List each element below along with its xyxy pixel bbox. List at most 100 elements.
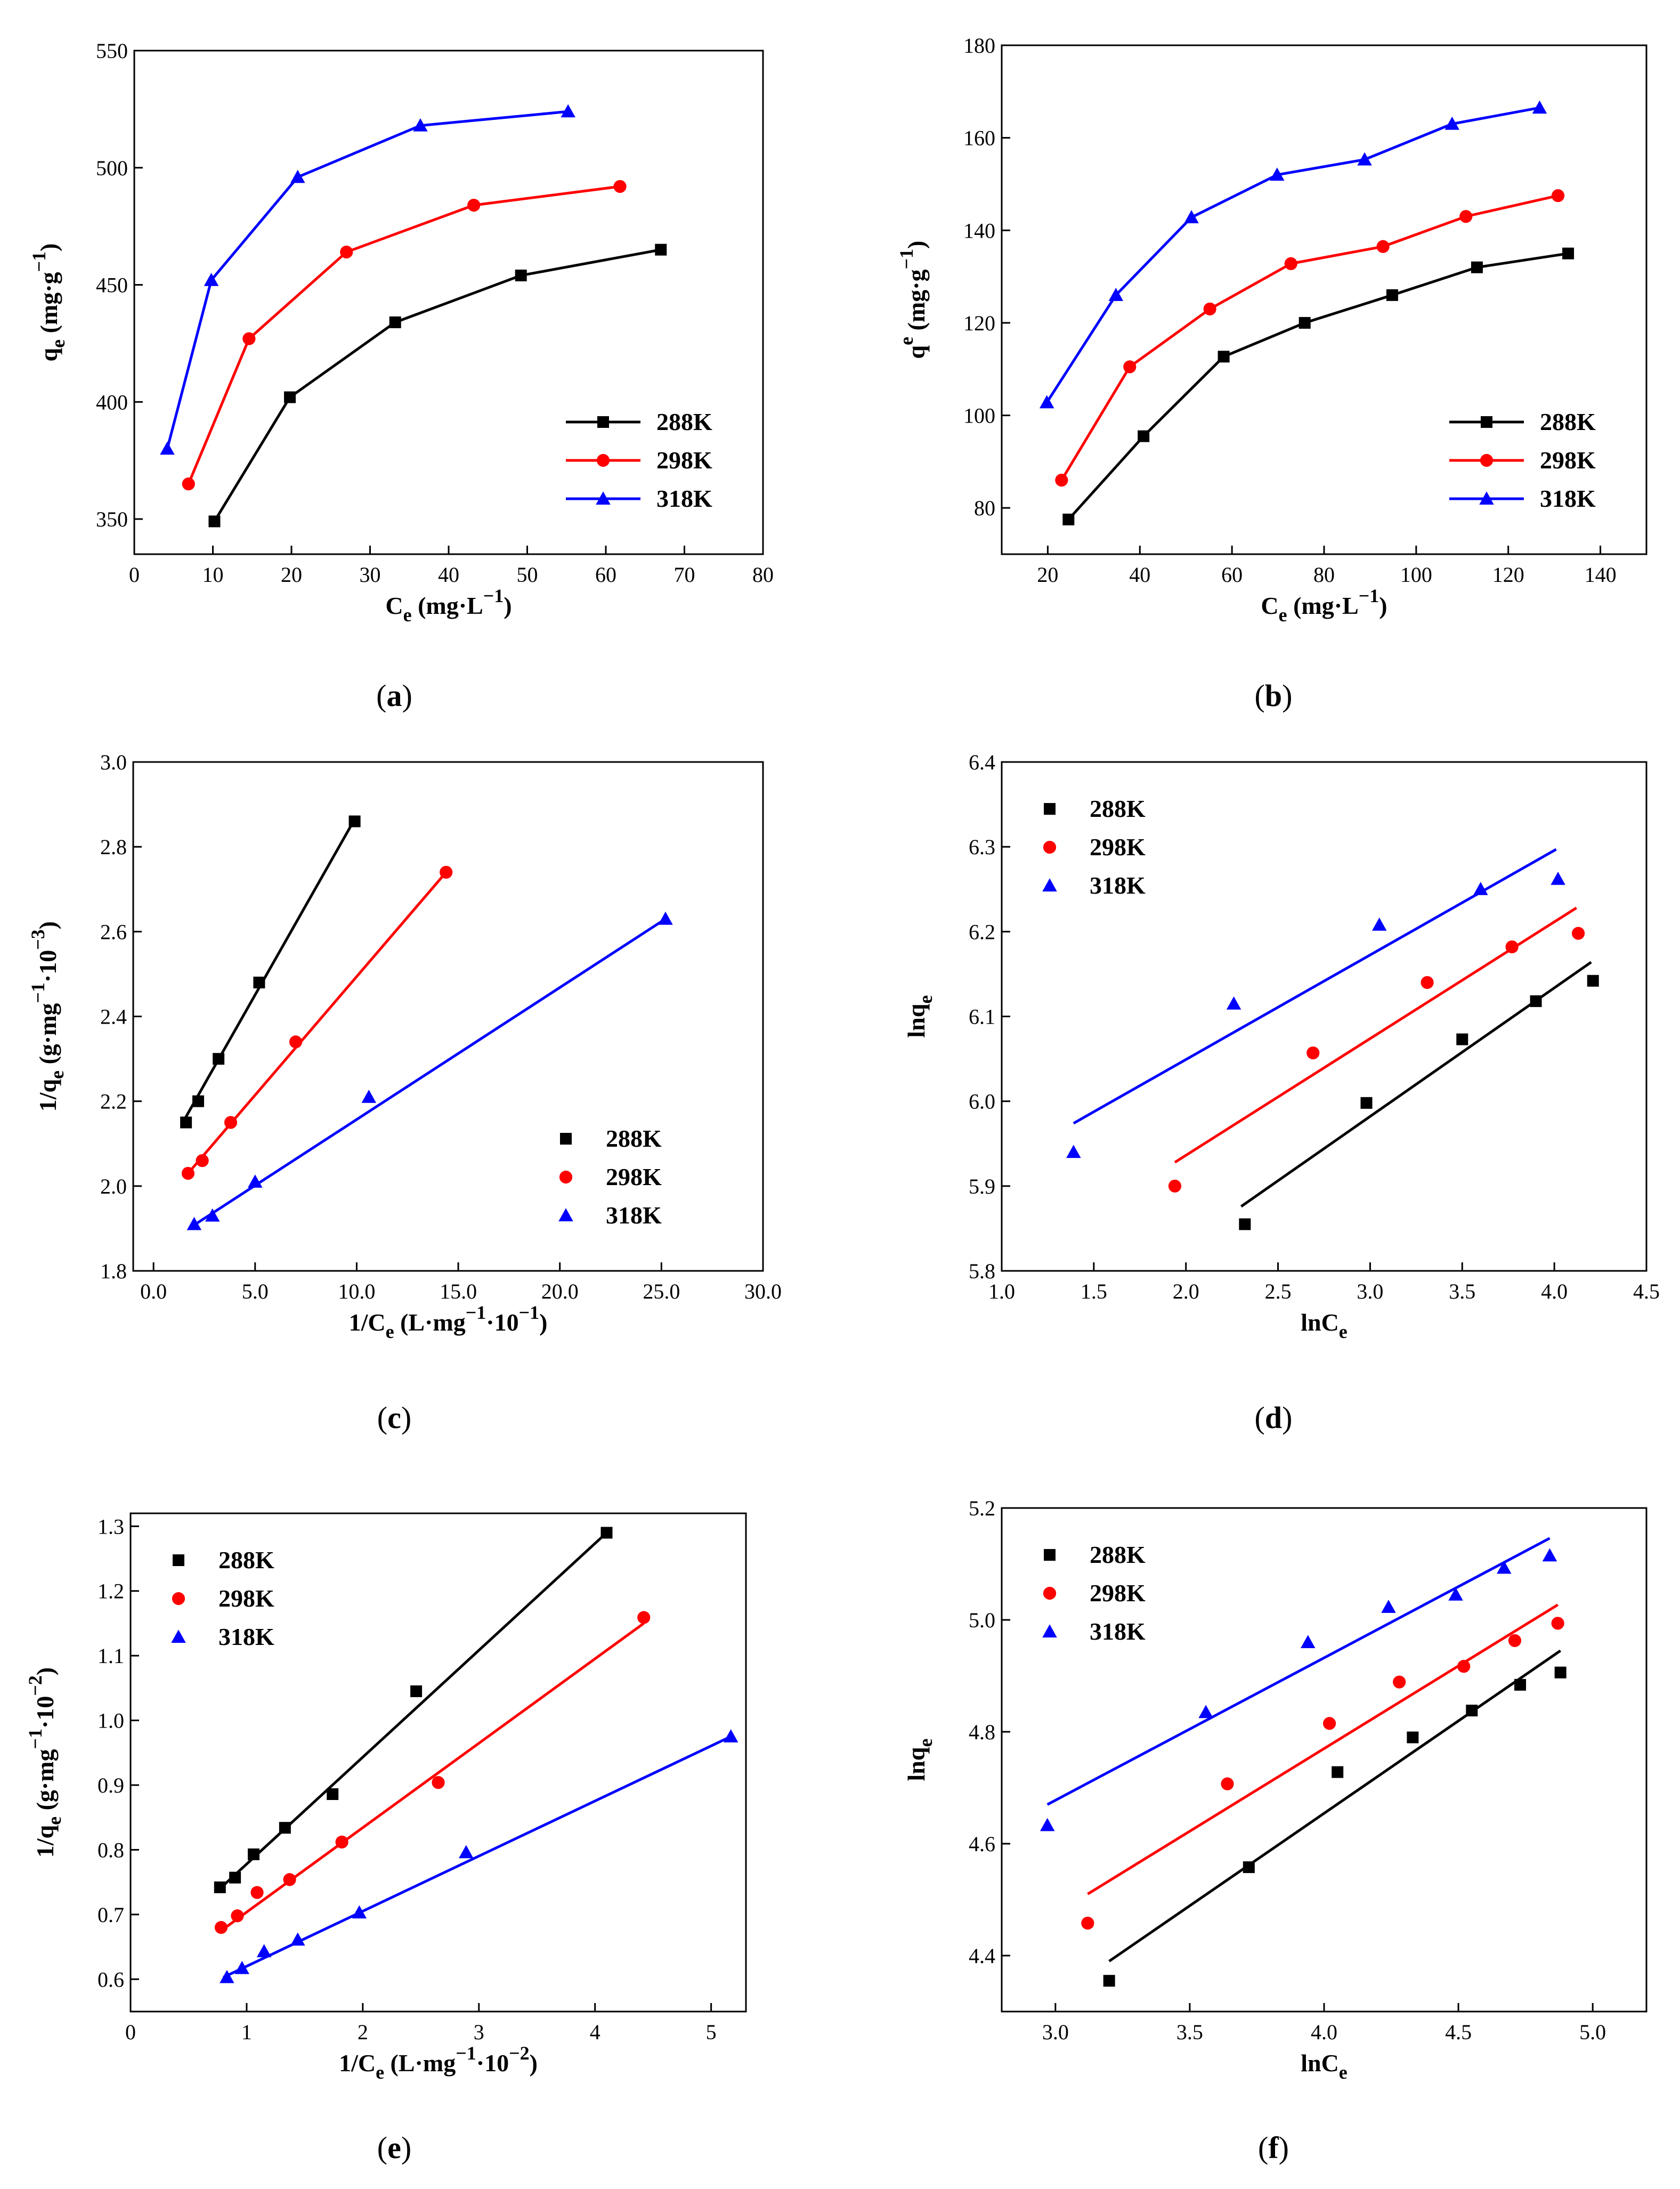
- x-tick-label: 0: [129, 563, 140, 587]
- x-axis-label: lnCe: [1301, 2049, 1348, 2083]
- legend-label: 298K: [218, 1585, 274, 1612]
- plot-frame: [129, 1512, 747, 2013]
- data-point-318K: [220, 1969, 234, 1983]
- x-tick-label: 0.0: [140, 1279, 167, 1303]
- x-axis-label: 1/Ce (L·mg−1·10−2): [339, 2042, 538, 2083]
- data-point-298K: [289, 1035, 303, 1049]
- caption-paren: ): [402, 678, 412, 713]
- y-tick-label: 0.9: [98, 1773, 124, 1797]
- data-point-318K: [205, 1208, 220, 1222]
- x-axis-label-part: ·10: [476, 2049, 509, 2077]
- data-point-298K: [1221, 1777, 1234, 1790]
- data-point-288K: [214, 1881, 226, 1893]
- y-tick-label: 2.6: [100, 920, 127, 944]
- data-point-298K: [1123, 360, 1137, 374]
- y-axis-label: qe (mg·g−1): [28, 244, 69, 362]
- x-tick-label: 70: [674, 563, 695, 587]
- x-tick-label: 25.0: [643, 1279, 680, 1303]
- y-tick-label: 1.1: [98, 1644, 124, 1668]
- data-point-298K: [242, 332, 256, 345]
- x-axis-label-part: C: [385, 592, 403, 619]
- legend-label: 298K: [1090, 1579, 1146, 1607]
- y-tick-label: 5.2: [969, 1496, 995, 1520]
- data-point-288K: [348, 815, 361, 828]
- data-point-288K: [1332, 1766, 1344, 1778]
- legend-marker: [173, 1554, 184, 1566]
- y-tick-label: 2.4: [100, 1005, 127, 1029]
- y-tick-label: 100: [963, 404, 995, 428]
- data-point-288K: [1298, 317, 1311, 329]
- x-axis-label-part: −2: [509, 2042, 530, 2064]
- y-axis-label-part: e: [46, 1071, 68, 1079]
- y-tick-label: 3.0: [100, 750, 127, 774]
- panel-caption: (e): [377, 2130, 411, 2165]
- y-tick-label: 1.0: [98, 1709, 124, 1733]
- x-tick-label: 100: [1400, 563, 1432, 587]
- y-tick-label: 6.2: [969, 920, 995, 944]
- x-axis-label-part: ): [504, 592, 512, 619]
- data-point-288K: [1514, 1679, 1527, 1691]
- legend-label: 298K: [1090, 833, 1146, 861]
- fit-line-318K: [1046, 1537, 1551, 1806]
- legend-label: 298K: [606, 1163, 662, 1190]
- y-tick-label: 550: [96, 39, 128, 63]
- y-tick-label: 2.2: [100, 1090, 127, 1114]
- fit-line-288K: [1108, 1649, 1562, 1963]
- legend-marker: [1043, 840, 1057, 854]
- y-tick-label: 80: [974, 496, 995, 520]
- data-point-318K: [561, 104, 575, 118]
- legend-marker: [172, 1592, 185, 1606]
- data-point-288K: [1138, 430, 1150, 442]
- x-tick-label: 40: [438, 563, 459, 587]
- data-point-298K: [1505, 940, 1519, 954]
- data-point-318K: [1040, 1818, 1055, 1831]
- y-axis-label: lnqe: [903, 995, 936, 1038]
- x-axis-label-part: ): [539, 1309, 547, 1336]
- caption-paren: ): [1282, 678, 1292, 713]
- data-point-288K: [192, 1095, 205, 1107]
- data-point-318K: [1301, 1635, 1316, 1648]
- legend-label: 288K: [656, 408, 712, 435]
- data-point-318K: [723, 1729, 738, 1742]
- legend-marker: [1042, 878, 1057, 891]
- series-318K: [160, 104, 575, 455]
- y-tick-label: 180: [963, 34, 995, 58]
- plot-frame: [132, 761, 764, 1272]
- y-tick-label: 400: [96, 390, 128, 414]
- y-tick-label: 1.2: [98, 1579, 124, 1603]
- x-axis-label: Ce (mg·L−1): [385, 585, 512, 626]
- series-298K: [214, 1611, 651, 1934]
- data-point-288K: [655, 244, 667, 256]
- legend-label: 298K: [656, 447, 712, 474]
- legend: 288K 298K 318K: [1042, 795, 1146, 899]
- y-tick-label: 5.9: [969, 1174, 995, 1198]
- data-point-288K: [248, 1848, 259, 1860]
- legend-label: 288K: [1090, 795, 1146, 822]
- data-point-298K: [432, 1776, 445, 1789]
- chart-panel-c: 0.0 5.0 10.0 15.0 20.0 25.0 30.0 1.8 2.0 2.2 2.4 2.…: [27, 750, 782, 1435]
- data-point-288K: [279, 1822, 291, 1834]
- x-axis-label-part: lnC: [1301, 2049, 1339, 2077]
- x-axis-label-part: e: [376, 2062, 384, 2083]
- data-point-318K: [1497, 1560, 1512, 1574]
- x-tick-label: 4: [590, 2020, 600, 2044]
- y-axis-label-part: (mg·g: [903, 269, 930, 336]
- y-tick-label: 450: [96, 273, 128, 297]
- legend-marker: [171, 1629, 186, 1643]
- y-axis-label-part: ·10: [31, 1696, 59, 1729]
- legend-label: 288K: [218, 1546, 274, 1574]
- series-288K: [180, 815, 361, 1129]
- chart-panel-a: 0 10 20 30 40 50 60 70 80 350 400 450 500 550 Ce (mg·L…: [28, 39, 774, 713]
- y-tick-label: 4.8: [969, 1720, 995, 1744]
- legend-label: 318K: [1090, 1618, 1146, 1645]
- legend: 288K 298K 318K: [1042, 1541, 1146, 1645]
- y-axis-label-part: e: [915, 1739, 936, 1747]
- x-tick-label: 2.5: [1265, 1279, 1292, 1303]
- y-tick-label: 4.4: [969, 1944, 995, 1968]
- legend-marker: [1480, 453, 1494, 467]
- legend-label: 288K: [1540, 408, 1596, 435]
- data-point-318K: [1473, 882, 1488, 895]
- data-point-288K: [600, 1527, 613, 1539]
- data-point-298K: [182, 477, 195, 491]
- x-tick-label: 80: [752, 563, 774, 587]
